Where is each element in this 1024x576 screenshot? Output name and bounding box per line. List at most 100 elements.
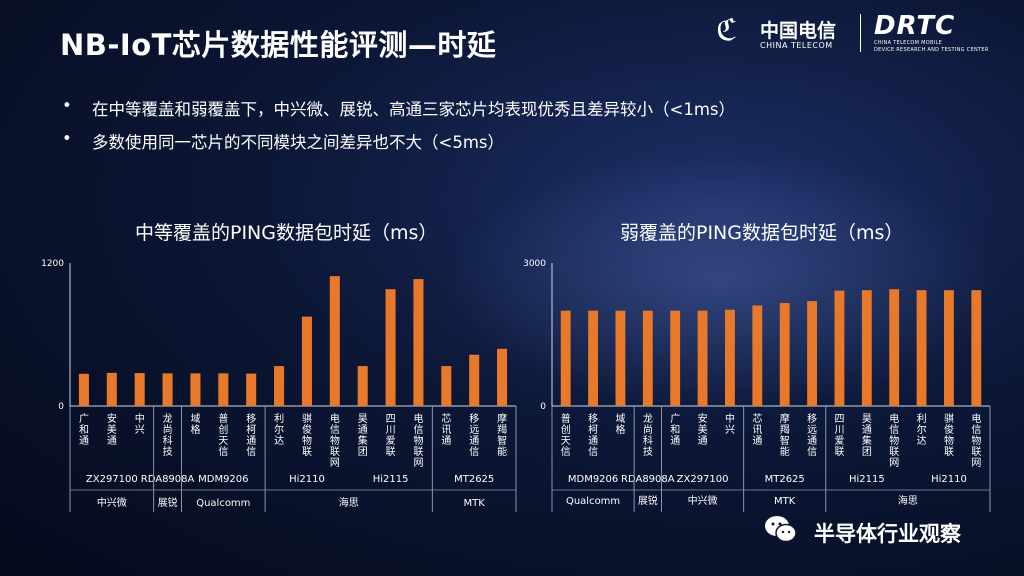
category-label: 普创天信 (561, 412, 571, 458)
category-label: 广和通 (670, 413, 680, 447)
bar (889, 289, 900, 406)
category-label: 利尔达 (917, 413, 927, 447)
background-glow (440, 150, 1000, 410)
category-label: 安美通 (107, 412, 117, 447)
bar (274, 366, 285, 406)
china-telecom-en: CHINA TELECOM (760, 41, 833, 50)
bar (441, 366, 452, 406)
category-label: 昊通集团 (358, 413, 368, 458)
vendor-group-label: MTK (774, 496, 796, 507)
bar (218, 373, 229, 406)
category-label: 四川爱联 (386, 414, 396, 458)
china-telecom-logo: ℭ 中国电信 CHINA TELECOM (716, 14, 848, 54)
drtc-sub2: DEVICE RESEARCH AND TESTING CENTER (874, 47, 989, 53)
y-tick-label: 0 (58, 402, 64, 412)
chip-group-label: ZX297100 (86, 474, 138, 485)
category-label: 中兴 (135, 412, 145, 436)
category-label: 龙尚科技 (643, 412, 653, 458)
chip-group-label: MDM9206 (568, 474, 618, 485)
category-label: 电信物联网 (889, 412, 899, 469)
vendor-group-label: Qualcomm (196, 498, 250, 509)
bar (469, 354, 480, 406)
bullet-dot-icon: • (62, 129, 72, 148)
logo-divider (860, 14, 861, 52)
chip-group-label: RDA8908A (141, 474, 195, 485)
chip-group-label: MDM9206 (198, 474, 248, 485)
bar (615, 310, 626, 406)
vendor-group-label: 展锐 (158, 496, 178, 509)
drtc-logo-text: DRTC (874, 11, 956, 41)
vendor-group-label: 中兴微 (688, 494, 718, 507)
category-label: 广和通 (79, 413, 89, 447)
bar (78, 373, 89, 406)
y-tick-label: 1200 (41, 259, 64, 269)
bar (834, 290, 845, 406)
bar (971, 290, 982, 406)
category-label: 移柯通信 (588, 412, 598, 458)
chip-group-label: MT2625 (765, 474, 805, 485)
category-label: 中兴 (725, 412, 735, 436)
bar (134, 373, 145, 406)
category-label: 普创天信 (218, 412, 228, 458)
bullet-text: 多数使用同一芯片的不同模块之间差异也不大（<5ms） (92, 133, 504, 152)
wechat-icon (765, 516, 797, 543)
bullet-item: • 多数使用同一芯片的不同模块之间差异也不大（<5ms） (62, 129, 735, 162)
bullet-text: 在中等覆盖和弱覆盖下，中兴微、展锐、高通三家芯片均表现优秀且差异较小（<1ms） (92, 100, 735, 119)
bar (642, 310, 653, 406)
drtc-logo: DRTC CHINA TELECOM MOBILE DEVICE RESEARC… (874, 12, 994, 56)
vendor-group-label: 海思 (898, 494, 918, 507)
category-label: 域格 (615, 412, 625, 436)
wechat-watermark: 半导体行业观察 (764, 512, 1004, 552)
category-label: 芯讯通 (441, 412, 451, 447)
bar (670, 310, 681, 406)
chip-group-label: ZX297100 (677, 474, 729, 485)
category-label: 骐俊物联 (302, 412, 312, 458)
category-label: 摩羯智能 (780, 412, 790, 458)
bullet-dot-icon: • (62, 96, 72, 115)
vendor-group-label: MTK (464, 498, 486, 509)
bar (560, 310, 571, 406)
y-tick-label: 3000 (523, 259, 546, 269)
category-label: 安美通 (698, 412, 708, 447)
bar (779, 303, 790, 406)
bar (807, 301, 817, 406)
chip-group-label: MT2625 (454, 474, 494, 485)
chip-group-label: RDA8908A (621, 474, 675, 485)
bar (916, 290, 927, 406)
category-label: 移柯通信 (246, 412, 256, 458)
bullet-list: • 在中等覆盖和弱覆盖下，中兴微、展锐、高通三家芯片均表现优秀且差异较小（<1m… (62, 96, 735, 162)
vendor-group-label: 中兴微 (97, 496, 127, 509)
category-label: 电信物联网 (413, 412, 423, 469)
bar (725, 309, 735, 406)
bar (588, 310, 598, 406)
china-telecom-mark-icon: ℭ (716, 13, 738, 48)
category-label: 龙尚科技 (163, 412, 173, 458)
chart-title-weak-coverage: 弱覆盖的PING数据包时延（ms） (620, 222, 904, 244)
category-label: 利尔达 (274, 413, 284, 447)
bar (106, 372, 117, 406)
bar (944, 290, 954, 406)
drtc-sub1: CHINA TELECOM MOBILE (874, 40, 943, 46)
category-label: 域格 (190, 412, 200, 436)
chart-title-medium-coverage: 中等覆盖的PING数据包时延（ms） (135, 222, 438, 244)
bar (190, 373, 201, 406)
bar (697, 310, 708, 406)
bar (329, 276, 340, 406)
chip-group-label: Hi2115 (849, 474, 885, 485)
bar (497, 348, 508, 406)
category-label: 昊通集团 (862, 413, 872, 458)
bar (861, 290, 872, 406)
category-label: 移远通信 (469, 412, 479, 458)
bar (752, 305, 763, 406)
category-label: 电信物联网 (971, 412, 981, 469)
category-label: 芯讯通 (752, 412, 762, 447)
bar (246, 373, 257, 406)
chip-group-label: Hi2110 (289, 474, 325, 485)
y-tick-label: 0 (540, 402, 546, 412)
category-label: 骐俊物联 (944, 412, 954, 458)
category-label: 四川爱联 (834, 414, 844, 458)
vendor-group-label: Qualcomm (566, 496, 620, 507)
bullet-item: • 在中等覆盖和弱覆盖下，中兴微、展锐、高通三家芯片均表现优秀且差异较小（<1m… (62, 96, 735, 129)
